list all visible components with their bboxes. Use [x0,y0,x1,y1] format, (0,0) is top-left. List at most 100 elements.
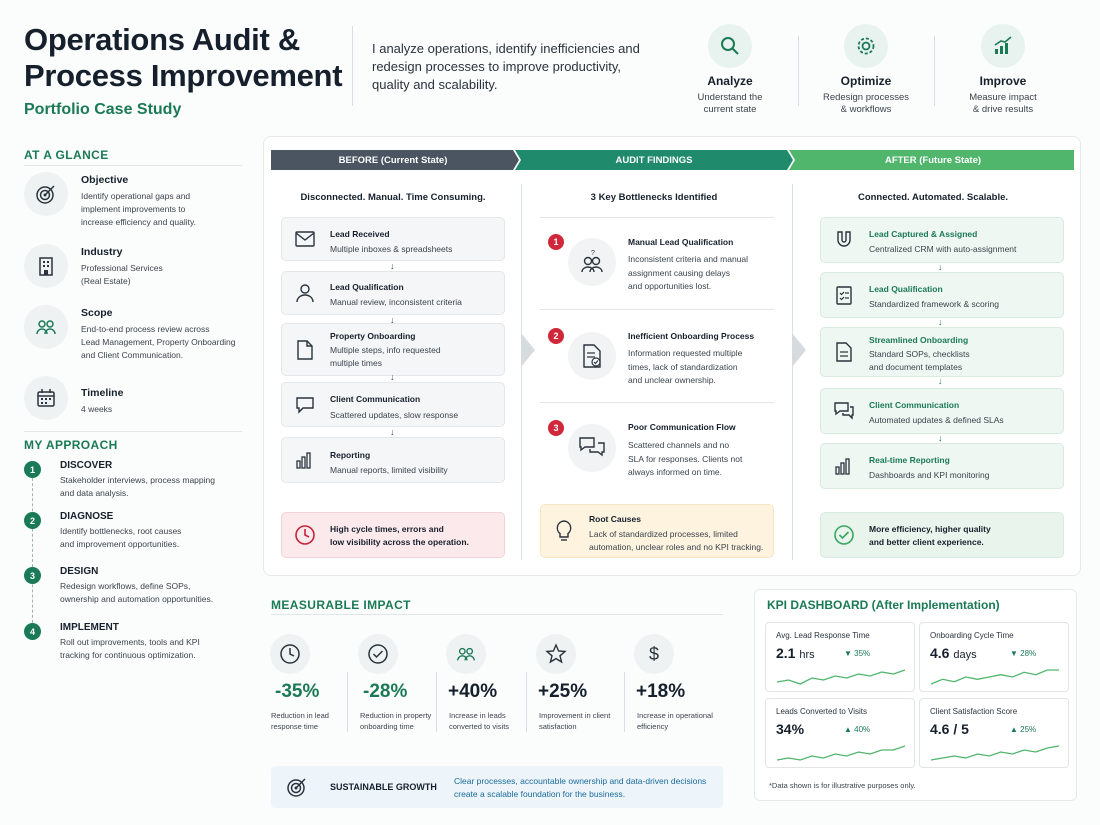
glance-title: Scope [81,307,113,319]
finding-item: 3 Poor Communication Flow Scattered chan… [540,410,774,490]
impact-label: Increase in operational efficiency [637,711,713,731]
impact-label: Reduction in property onboarding time [360,711,432,731]
svg-text:?: ? [591,250,595,257]
divider [352,26,353,106]
card-title: Client Communication [869,400,960,410]
after-card: Client Communication Automated updates &… [820,388,1064,434]
impact-value: +25% [538,681,588,702]
root-title: Root Causes [589,514,641,524]
divider [540,402,774,403]
building-icon [24,244,68,288]
magnet-icon [833,229,855,251]
step-title: DESIGN [60,566,99,577]
search-icon [708,24,752,68]
arrow-down-icon: ↓ [390,261,395,271]
summary-text: High cycle times, errors and low visibil… [330,524,469,547]
impact-value: -28% [363,681,408,702]
star-icon [536,634,576,674]
finding-number: 2 [548,328,564,344]
svg-text:$: $ [649,644,659,664]
after-card: Streamlined Onboarding Standard SOPs, ch… [820,327,1064,377]
target-icon [24,172,68,216]
finding-title: Inefficient Onboarding Process [628,331,755,341]
column-header-bar [271,150,1074,170]
divider [540,309,774,310]
pillar-desc: Understand the current state [697,92,763,115]
before-subtitle: Disconnected. Manual. Time Consuming. [300,192,486,203]
before-card: Client Communication Scattered updates, … [281,382,505,427]
card-title: Lead Received [330,229,390,239]
card-desc: Centralized CRM with auto-assignment [869,244,1017,254]
kpi-sparkline [930,669,1059,685]
card-desc: Standard SOPs, checklists and document t… [869,349,970,372]
kpi-heading: KPI DASHBOARD (After Implementation) [767,598,1000,612]
step-desc: Stakeholder interviews, process mapping … [60,475,215,498]
glance-title: Industry [81,246,123,258]
sparkline-trend [776,669,906,685]
divider [347,672,348,732]
divider [24,165,242,166]
finding-desc: Inconsistent criteria and manual assignm… [628,254,749,291]
arrow-down-icon: ↓ [938,376,943,386]
finding-number: 1 [548,234,564,250]
after-card: Real-time Reporting Dashboards and KPI m… [820,443,1064,489]
summary-text: More efficiency, higher quality and bett… [869,524,991,547]
step-desc: Redesign workflows, define SOPs, ownersh… [60,581,214,604]
kpi-card: Leads Converted to Visits 34% ▲ 40% [765,698,915,768]
growth-desc: Clear processes, accountable ownership a… [454,776,707,799]
glance-desc: Professional Services (Real Estate) [81,263,163,286]
step-number: 1 [24,461,41,478]
bar-chart-icon [833,455,855,477]
finding-number: 3 [548,420,564,436]
glance-desc: End-to-end process review across Lead Ma… [81,324,236,360]
divider [540,217,774,218]
divider [271,614,723,615]
kpi-value: 4.6 days [930,645,977,661]
step-connector [32,478,33,638]
card-desc: Multiple steps, info requested multiple … [330,345,441,368]
glance-desc: 4 weeks [81,404,113,414]
card-title: Lead Qualification [330,282,404,292]
arrow-down-icon: ↓ [938,317,943,327]
glance-desc: Identify operational gaps and implement … [81,191,196,227]
card-title: Lead Captured & Assigned [869,229,978,239]
people-question-icon: ? [568,238,616,286]
root-desc: Lack of standardized processes, limited … [589,529,764,552]
kpi-change: ▼ 35% [844,649,871,658]
calendar-icon [24,376,68,420]
chat-icon [294,394,316,416]
pillar-improve: Improve Measure impact & drive results [943,24,1063,116]
divider [792,184,793,560]
intro-text: I analyze operations, identify inefficie… [372,41,640,92]
finding-item: 2 Inefficient Onboarding Process Informa… [540,318,774,398]
pillar-desc: Redesign processes & workflows [822,92,910,115]
findings-header: AUDIT FINDINGS [615,154,693,166]
finding-item: 1 ? Manual Lead Qualification Inconsiste… [540,224,774,304]
chat-bubbles-icon [568,424,616,472]
after-card: Lead Qualification Standardized framewor… [820,272,1064,318]
card-desc: Scattered updates, slow response [330,410,459,420]
kpi-label: Onboarding Cycle Time [930,631,1014,640]
document-icon [294,339,316,361]
pillar-optimize: Optimize Redesign processes & workflows [806,24,926,116]
kpi-card: Avg. Lead Response Time 2.1 hrs ▼ 35% [765,622,915,692]
impact-label: Increase in leads converted to visits [449,711,510,731]
check-circle-icon [358,634,398,674]
dollar-icon: $ [634,634,674,674]
card-title: Client Communication [330,394,421,404]
arrow-down-icon: ↓ [390,372,395,382]
step-desc: Identify bottlenecks, root causes and im… [60,526,182,549]
kpi-value: 4.6 / 5 [930,721,969,737]
kpi-change: ▼ 28% [1010,649,1037,658]
pillar-desc: Measure impact & drive results [969,92,1037,115]
before-card: Lead Qualification Manual review, incons… [281,271,505,315]
card-desc: Automated updates & defined SLAs [869,415,1004,425]
growth-banner: SUSTAINABLE GROWTH Clear processes, acco… [271,766,723,808]
chart-growth-icon [981,24,1025,68]
glance-heading: AT A GLANCE [24,148,109,162]
before-header: BEFORE (Current State) [338,154,448,166]
page-subtitle: Portfolio Case Study [24,101,182,118]
before-card: Lead Received Multiple inboxes & spreads… [281,217,505,261]
divider [624,672,625,732]
impact-label: Improvement in client satisfaction [539,711,611,731]
